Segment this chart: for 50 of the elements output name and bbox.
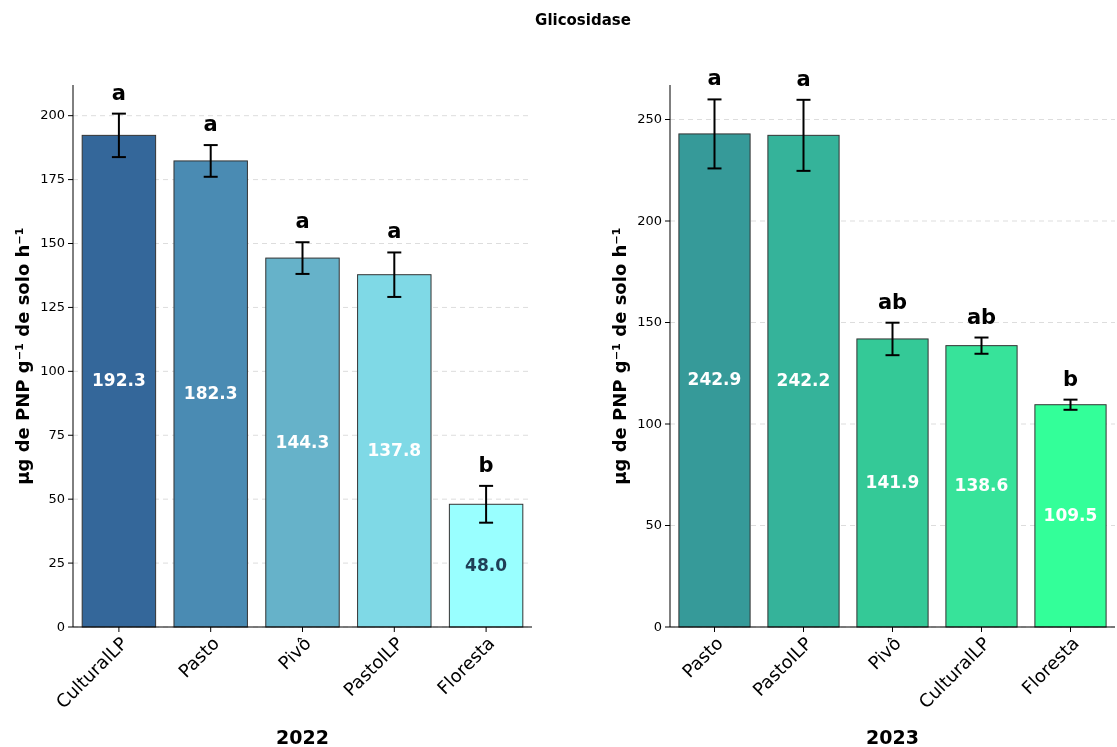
data-label: 242.2 <box>776 370 831 391</box>
annotation: b <box>1062 366 1079 391</box>
y-tick-label: 250 <box>637 111 662 127</box>
bar <box>945 345 1018 628</box>
y-tick-label: 150 <box>637 314 662 330</box>
y-tick-label: 100 <box>637 415 662 431</box>
data-label: 137.8 <box>367 439 422 460</box>
y-tick-label: 200 <box>637 212 662 228</box>
data-label: 144.3 <box>275 431 330 452</box>
bar <box>265 257 340 628</box>
y-tick-label: 25 <box>48 554 65 570</box>
data-label: 242.9 <box>687 369 742 390</box>
bar <box>1034 404 1107 628</box>
y-tick-label: 75 <box>48 426 65 442</box>
bar <box>357 274 432 628</box>
data-label: 138.6 <box>954 475 1009 496</box>
x-axis-title: 2023 <box>866 726 919 747</box>
y-tick-label: 100 <box>40 362 65 378</box>
y-axis-title: µg de PNP g⁻¹ de solo h⁻¹ <box>12 227 33 485</box>
data-label: 141.9 <box>865 471 920 492</box>
text: Glicosidase <box>535 11 631 29</box>
annotation: a <box>387 219 402 244</box>
annotation: b <box>478 452 494 477</box>
bar <box>767 134 840 628</box>
bar <box>678 133 751 628</box>
annotation: a <box>203 112 218 137</box>
data-label: 182.3 <box>183 382 238 403</box>
y-tick-label: 50 <box>645 517 662 532</box>
annotation: a <box>111 80 126 105</box>
bar <box>448 503 524 628</box>
y-tick-label: 175 <box>40 171 65 187</box>
y-tick-label: 0 <box>653 618 662 634</box>
y-tick-label: 125 <box>40 298 65 314</box>
data-label: 192.3 <box>92 370 146 391</box>
data-label: 48.0 <box>465 554 508 575</box>
annotation: a <box>796 66 811 91</box>
annotation: a <box>295 209 310 234</box>
y-tick-label: 150 <box>40 235 65 251</box>
y-tick-label: 50 <box>48 490 65 506</box>
y-tick-label: 200 <box>40 107 65 123</box>
bar <box>173 160 248 628</box>
annotation: a <box>707 66 722 91</box>
annotation: ab <box>877 289 908 314</box>
data-label: 109.5 <box>1043 504 1098 525</box>
bar <box>81 134 157 628</box>
y-tick-label: 0 <box>56 618 65 634</box>
x-axis-title: 2022 <box>276 726 329 747</box>
bar <box>856 338 929 628</box>
annotation: ab <box>966 304 997 329</box>
y-axis-title: µg de PNP g⁻¹ de solo h⁻¹ <box>609 227 630 485</box>
